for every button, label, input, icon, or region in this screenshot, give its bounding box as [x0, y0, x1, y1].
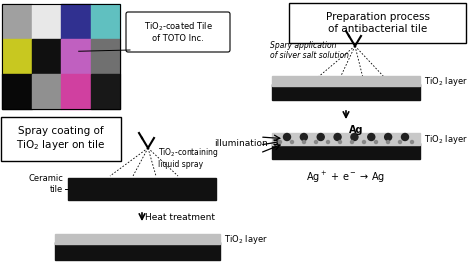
Circle shape: [385, 134, 392, 141]
Bar: [2, 4, 32, 39]
Circle shape: [339, 141, 341, 143]
Bar: [61, 39, 90, 74]
Bar: [55, 242, 220, 260]
Bar: [2, 4, 120, 109]
Circle shape: [363, 141, 365, 143]
Circle shape: [278, 141, 282, 143]
Circle shape: [284, 134, 291, 141]
Text: TiO$_2$ layer: TiO$_2$ layer: [424, 74, 468, 87]
Text: TiO$_2$ layer: TiO$_2$ layer: [224, 232, 268, 246]
Text: Ag: Ag: [349, 125, 363, 135]
Bar: [32, 74, 61, 109]
Circle shape: [387, 141, 390, 143]
Bar: [272, 133, 420, 145]
Circle shape: [374, 141, 377, 143]
Bar: [68, 178, 216, 200]
Bar: [32, 4, 61, 39]
Text: Spray coating of
TiO$_2$ layer on tile: Spray coating of TiO$_2$ layer on tile: [16, 126, 106, 152]
Text: Spary application
of silver salt solution: Spary application of silver salt solutio…: [270, 41, 349, 60]
Text: Heat treatment: Heat treatment: [145, 213, 215, 221]
Circle shape: [315, 141, 317, 143]
Circle shape: [411, 141, 414, 143]
Bar: [90, 39, 120, 74]
Circle shape: [401, 134, 408, 141]
Circle shape: [350, 141, 354, 143]
Circle shape: [317, 134, 324, 141]
Bar: [272, 76, 420, 86]
Circle shape: [300, 134, 308, 141]
Bar: [61, 4, 90, 39]
Text: Preparation process
of antibacterial tile: Preparation process of antibacterial til…: [325, 12, 430, 34]
Bar: [2, 74, 32, 109]
Text: TiO$_2$-containing
liquid spray: TiO$_2$-containing liquid spray: [158, 146, 219, 169]
Circle shape: [398, 141, 401, 143]
Text: Ag$^+$ + e$^-$ → Ag: Ag$^+$ + e$^-$ → Ag: [307, 169, 386, 185]
FancyBboxPatch shape: [126, 12, 230, 52]
Circle shape: [302, 141, 306, 143]
Bar: [272, 84, 420, 100]
Circle shape: [291, 141, 293, 143]
Circle shape: [326, 141, 330, 143]
Text: illumination: illumination: [214, 139, 268, 148]
FancyBboxPatch shape: [1, 117, 121, 161]
Bar: [32, 39, 61, 74]
Text: Ceramic
tile: Ceramic tile: [28, 174, 63, 194]
FancyBboxPatch shape: [289, 3, 466, 43]
Circle shape: [334, 134, 341, 141]
Text: TiO$_2$-coated Tile
of TOTO Inc.: TiO$_2$-coated Tile of TOTO Inc.: [144, 20, 212, 43]
Bar: [55, 234, 220, 244]
Bar: [2, 39, 32, 74]
Bar: [90, 74, 120, 109]
Circle shape: [368, 134, 375, 141]
Bar: [90, 4, 120, 39]
Bar: [272, 143, 420, 159]
Text: TiO$_2$ layer: TiO$_2$ layer: [424, 132, 468, 146]
Bar: [61, 74, 90, 109]
Circle shape: [351, 134, 358, 141]
